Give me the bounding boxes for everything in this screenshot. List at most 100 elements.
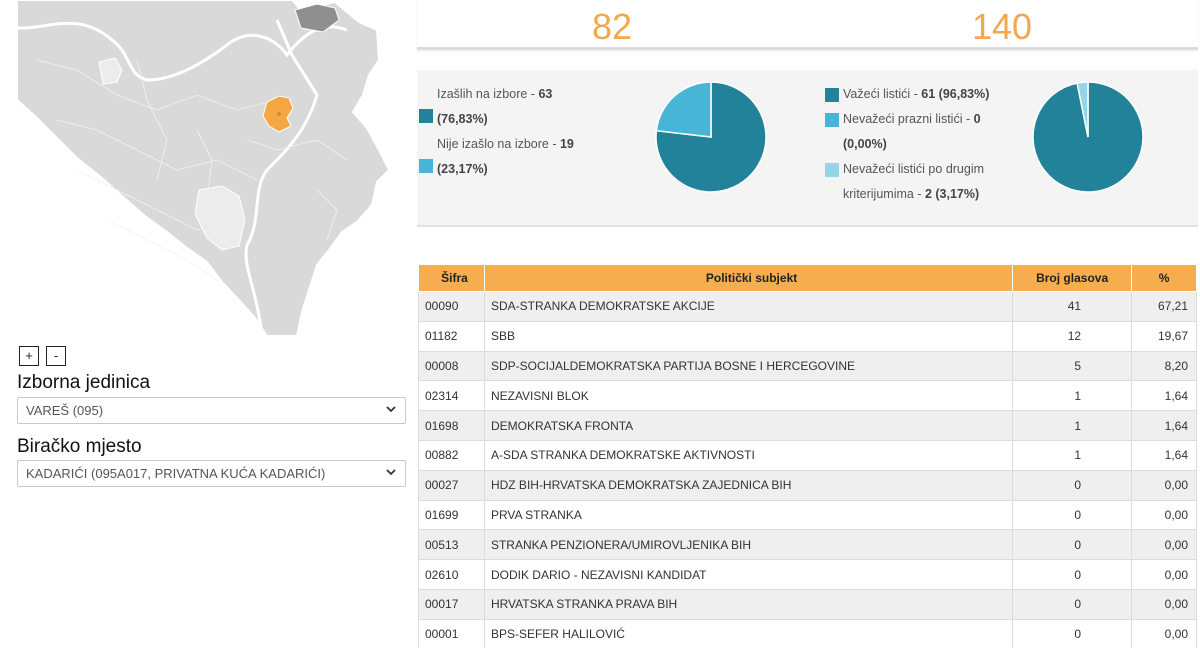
legend-item-turnout-voted: Izašlih na izbore - 63 (76,83%) [417, 82, 647, 132]
legend-value: 2 [924, 187, 932, 201]
cell-party: NEZAVISNI BLOK [483, 380, 1014, 412]
cell-party: SDP-SOCIJALDEMOKRATSKA PARTIJA BOSNE I H… [483, 350, 1014, 382]
cell-percent: 1,64 [1131, 410, 1197, 441]
cell-code: 00008 [418, 350, 485, 382]
map-country-shape [17, 0, 391, 336]
header-percent[interactable]: % [1131, 264, 1197, 292]
table-row: 01698 DEMOKRATSKA FRONTA 1 1,64 [418, 410, 1197, 441]
stats-panel: Izašlih na izbore - 63 (76,83%) Nije iza… [417, 70, 1198, 227]
table-row: 00001 BPS-SEFER HALILOVIĆ 0 0,00 [418, 618, 1197, 648]
cell-code: 02610 [418, 559, 485, 590]
map-light-region-west [98, 57, 123, 85]
legend-label: Važeći listići - [843, 87, 922, 101]
polling-station-select[interactable]: KADARIĆI (095A017, PRIVATNA KUĆA KADARIĆ… [17, 460, 406, 487]
constituency-select[interactable]: VAREŠ (095) [17, 397, 406, 424]
polling-station-select-value: KADARIĆI (095A017, PRIVATNA KUĆA KADARIĆ… [26, 466, 326, 481]
legend-swatch [419, 159, 433, 173]
cell-party: BPS-SEFER HALILOVIĆ [483, 618, 1014, 648]
cell-percent: 0,00 [1131, 499, 1197, 531]
header-party[interactable]: Politički subjekt [483, 264, 1014, 292]
constituency-select-value: VAREŠ (095) [26, 403, 104, 418]
cell-party: PRVA STRANKA [483, 499, 1014, 531]
cell-party: DEMOKRATSKA FRONTA [483, 410, 1014, 441]
cell-party: SBB [483, 320, 1014, 352]
cell-party: DODIK DARIO - NEZAVISNI KANDIDAT [483, 559, 1014, 590]
legend-swatch [419, 109, 433, 123]
turnout-legend: Izašlih na izbore - 63 (76,83%) Nije iza… [417, 82, 647, 182]
results-table: Šifra Politički subjekt Broj glasova % 0… [418, 264, 1197, 648]
secondary-count: 140 [971, 6, 1033, 47]
legend-value: 0 [973, 112, 981, 126]
cell-code: 01182 [418, 320, 485, 352]
legend-item-turnout-not-voted: Nije izašlo na izbore - 19 (23,17%) [417, 132, 647, 182]
table-row: 01699 PRVA STRANKA 0 0,00 [418, 499, 1197, 531]
legend-pct: (0,00%) [843, 137, 887, 151]
cell-percent: 0,00 [1131, 559, 1197, 590]
cell-code: 01698 [418, 410, 485, 441]
legend-item-valid-ballots: Važeći listići - 61 (96,83%) [823, 82, 1033, 107]
cell-votes: 41 [1012, 291, 1133, 322]
cell-votes: 5 [1012, 350, 1133, 382]
legend-label: Izašlih na izbore - [437, 87, 539, 101]
zoom-in-button[interactable]: + [19, 346, 39, 366]
map-dark-region-north [294, 3, 340, 33]
cell-votes: 0 [1012, 618, 1133, 648]
table-row: 00008 SDP-SOCIJALDEMOKRATSKA PARTIJA BOSN… [418, 350, 1197, 382]
header-votes[interactable]: Broj glasova [1012, 264, 1133, 292]
table-row: 00882 A-SDA STRANKA DEMOKRATSKE AKTIVNOST… [418, 439, 1197, 471]
chevron-down-icon [386, 406, 396, 413]
legend-pct: (3,17%) [935, 187, 980, 201]
results-header-row: Šifra Politički subjekt Broj glasova % [418, 264, 1197, 292]
table-row: 02610 DODIK DARIO - NEZAVISNI KANDIDAT 0 0,… [418, 559, 1197, 590]
legend-swatch [825, 88, 839, 102]
legend-pct: (76,83%) [437, 112, 488, 126]
cell-percent: 19,67 [1131, 320, 1197, 352]
top-summary-card: 82 140 [417, 0, 1198, 50]
cell-percent: 67,21 [1131, 291, 1197, 322]
cell-percent: 0,00 [1131, 529, 1197, 561]
chevron-down-icon [386, 469, 396, 476]
table-row: 00017 HRVATSKA STRANKA PRAVA BIH 0 0,00 [418, 588, 1197, 620]
cell-percent: 0,00 [1131, 618, 1197, 648]
legend-swatch [825, 113, 839, 127]
cell-votes: 1 [1012, 410, 1133, 441]
cell-party: SDA-STRANKA DEMOKRATSKE AKCIJE [483, 291, 1014, 322]
cell-votes: 0 [1012, 469, 1133, 501]
table-row: 00090 SDA-STRANKA DEMOKRATSKE AKCIJE 41 67,… [418, 291, 1197, 322]
polling-station-label: Biračko mjesto [17, 436, 142, 457]
legend-label: Nevažeći prazni listići - [843, 112, 974, 126]
legend-item-other-invalid-ballots: Nevažeći listići po drugim kriterijumima… [823, 157, 1033, 207]
cell-code: 00001 [418, 618, 485, 648]
map-entity-border [17, 19, 348, 336]
legend-pct: (96,83%) [938, 87, 990, 101]
map-light-region-south [194, 185, 246, 251]
municipality-map[interactable] [17, 0, 406, 336]
ballots-pie-chart[interactable] [1031, 80, 1145, 194]
cell-party: STRANKA PENZIONERA/UMIROVLJENIKA BIH [483, 529, 1014, 561]
pie-slice-not-voted[interactable] [655, 81, 712, 138]
legend-item-blank-ballots: Nevažeći prazni listići - 0 (0,00%) [823, 107, 1033, 157]
legend-label: Nije izašlo na izbore - [437, 137, 560, 151]
legend-value: 19 [559, 137, 574, 151]
cell-votes: 0 [1012, 588, 1133, 620]
table-row: 01182 SBB 12 19,67 [418, 320, 1197, 352]
cell-votes: 0 [1012, 559, 1133, 590]
cell-party: A-SDA STRANKA DEMOKRATSKE AKTIVNOSTI [483, 439, 1014, 471]
cell-party: HRVATSKA STRANKA PRAVA BIH [483, 588, 1014, 620]
cell-votes: 0 [1012, 499, 1133, 531]
turnout-pie-chart[interactable] [654, 80, 768, 194]
map-svg[interactable] [17, 0, 406, 336]
legend-pct: (23,17%) [437, 162, 488, 176]
registered-voters-count: 82 [591, 6, 633, 47]
zoom-out-button[interactable]: - [46, 346, 66, 366]
legend-swatch [825, 163, 839, 177]
cell-votes: 1 [1012, 380, 1133, 412]
cell-party: HDZ BIH-HRVATSKA DEMOKRATSKA ZAJEDNICA B… [483, 469, 1014, 501]
table-row: 00513 STRANKA PENZIONERA/UMIROVLJENIKA BI… [418, 529, 1197, 561]
header-code[interactable]: Šifra [418, 264, 485, 292]
cell-votes: 0 [1012, 529, 1133, 561]
table-row: 00027 HDZ BIH-HRVATSKA DEMOKRATSKA ZAJEDN… [418, 469, 1197, 501]
pie-slice-other-invalid[interactable] [1076, 81, 1089, 138]
cell-percent: 0,00 [1131, 588, 1197, 620]
cell-votes: 12 [1012, 320, 1133, 352]
